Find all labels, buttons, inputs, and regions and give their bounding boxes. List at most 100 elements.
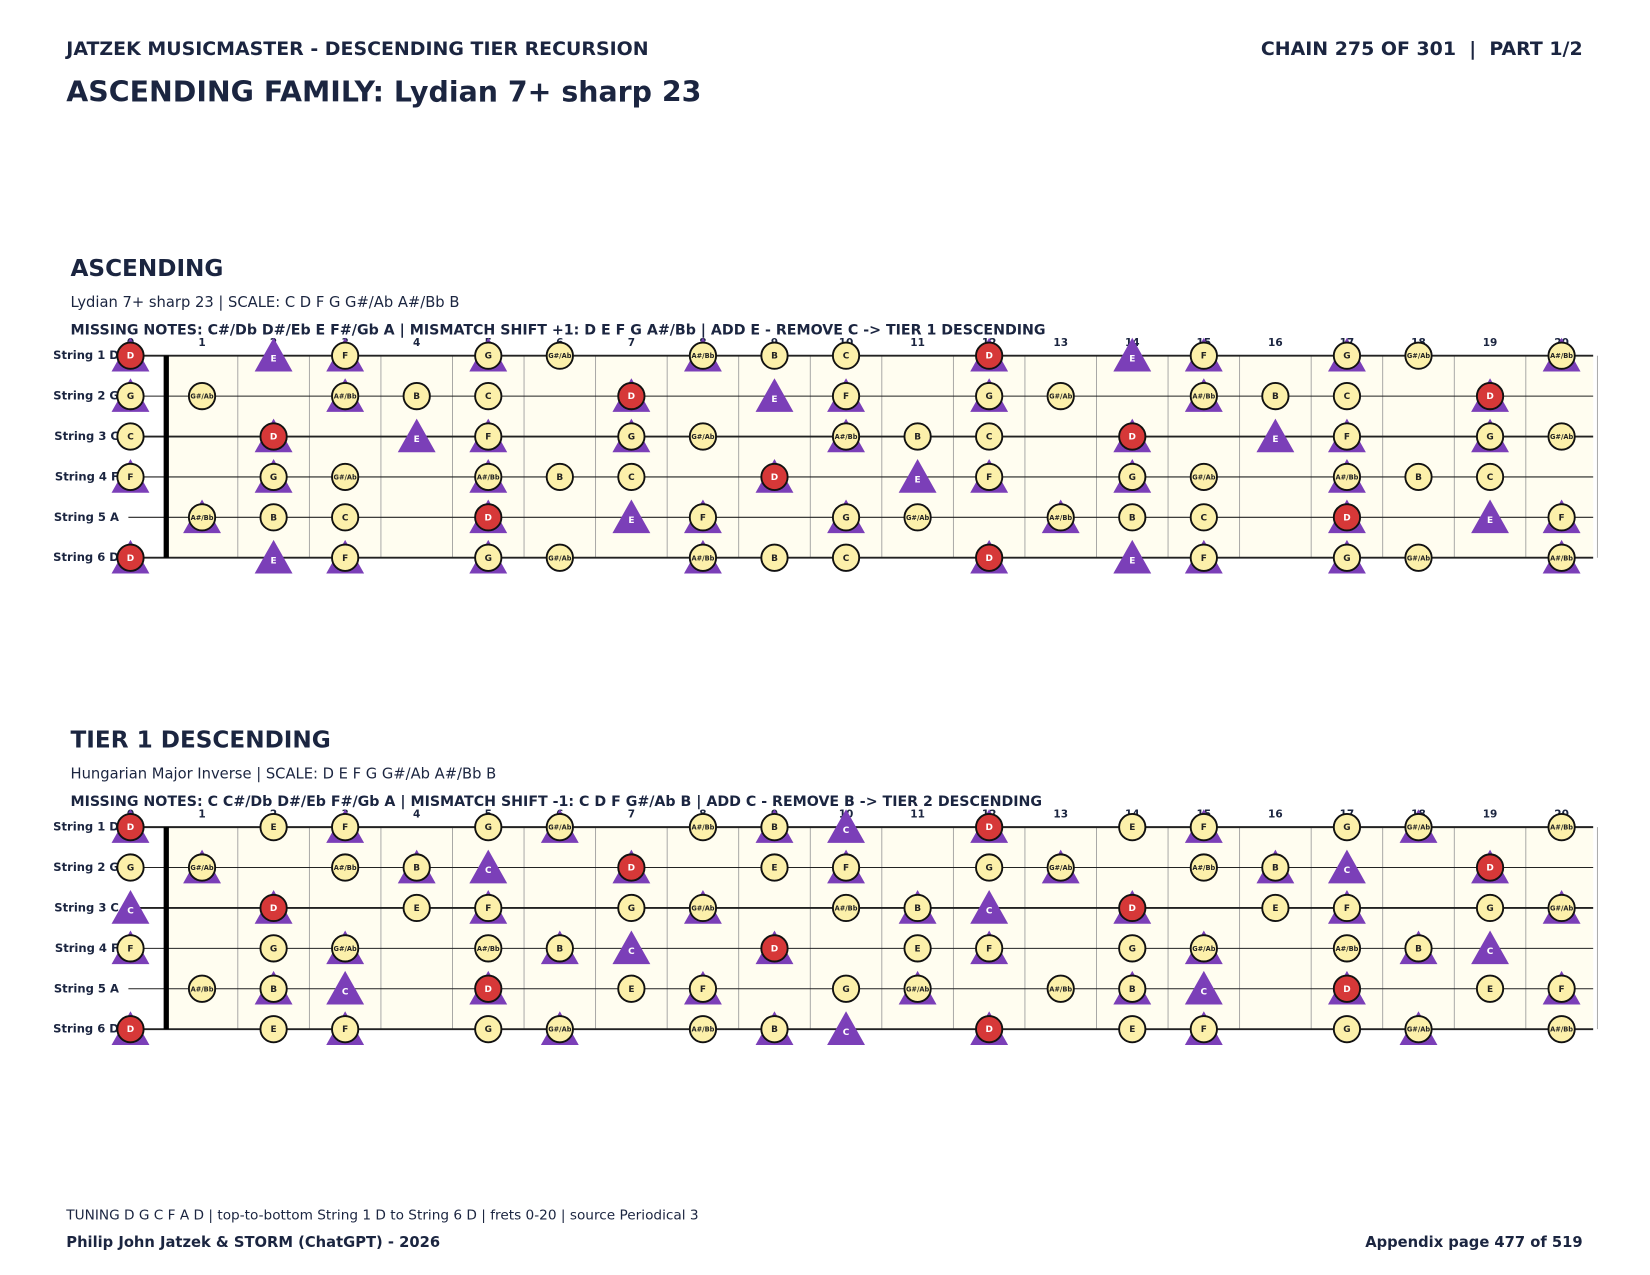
triangle-marker	[326, 970, 365, 1005]
note-label: G#/Ab	[1049, 393, 1072, 401]
page-number: Appendix page 477 of 519	[1365, 1234, 1582, 1251]
note-label: G	[270, 473, 277, 483]
note-label: F	[342, 1025, 348, 1035]
note-label: E	[271, 1025, 277, 1035]
note-label: D	[1129, 433, 1136, 443]
note-marker	[1404, 341, 1433, 370]
note-marker	[402, 853, 431, 882]
note-marker	[1547, 893, 1576, 923]
note-marker	[1404, 934, 1433, 963]
note-marker	[259, 934, 288, 963]
note-label: A#/Bb	[1550, 352, 1573, 360]
note-label: G#/Ab	[548, 554, 571, 562]
note-label: G	[1343, 554, 1350, 564]
triangle-marker	[612, 499, 651, 534]
note-label: D	[127, 352, 134, 362]
note-label: F	[1201, 1025, 1207, 1035]
note-label: G#/Ab	[1550, 904, 1573, 912]
note-label: D	[985, 554, 992, 564]
fret-number: 7	[628, 808, 635, 820]
fretboard	[166, 355, 1594, 558]
triangle-marker	[1327, 849, 1366, 884]
note-marker	[259, 1015, 288, 1044]
note-label: C	[485, 866, 492, 876]
note-marker	[1046, 974, 1075, 1003]
note-label: E	[1272, 435, 1278, 445]
note-label: E	[771, 864, 777, 874]
note-label: F	[1559, 513, 1565, 523]
note-marker	[1261, 382, 1290, 411]
triangle-marker	[612, 930, 651, 965]
note-label: C	[1201, 513, 1208, 523]
note-marker	[259, 813, 288, 842]
note-marker	[1547, 422, 1576, 451]
note-label: G#/Ab	[334, 473, 357, 481]
string-label: String 3 C	[54, 429, 119, 443]
note-label: C	[485, 392, 492, 402]
note-marker	[617, 893, 646, 923]
fret-number: 13	[1053, 808, 1068, 820]
note-marker	[688, 893, 718, 923]
fretboard	[166, 827, 1594, 1030]
note-label: G	[842, 985, 849, 995]
note-label: C	[1487, 473, 1494, 483]
note-label: G#/Ab	[1049, 864, 1072, 872]
string-label: String 2 G	[53, 389, 119, 403]
section-subtitle: Hungarian Major Inverse | SCALE: D E F G…	[71, 766, 497, 783]
note-label: G#/Ab	[190, 393, 213, 401]
fret-number: 1	[198, 337, 205, 349]
note-label: G#/Ab	[906, 514, 929, 522]
note-marker	[1547, 1015, 1576, 1044]
note-label: B	[556, 944, 563, 954]
note-marker	[545, 1015, 574, 1044]
note-marker	[1475, 422, 1505, 451]
note-label: A#/Bb	[477, 945, 500, 953]
note-marker	[474, 1015, 503, 1044]
triangle-marker	[469, 849, 508, 884]
fret-number: 4	[413, 808, 420, 820]
triangle-marker	[755, 378, 794, 412]
root-marker	[975, 341, 1004, 370]
note-marker	[688, 543, 718, 572]
fret-number: 7	[628, 337, 635, 349]
note-marker	[617, 974, 646, 1003]
note-marker	[474, 543, 503, 572]
note-marker	[1189, 853, 1218, 882]
note-label: A#/Bb	[692, 824, 715, 832]
note-label: E	[628, 516, 634, 526]
note-marker	[688, 341, 718, 370]
note-marker	[1547, 341, 1576, 370]
note-marker	[1332, 422, 1362, 451]
root-marker	[617, 853, 646, 882]
root-marker	[116, 1015, 145, 1044]
triangle-marker	[1113, 337, 1152, 372]
note-marker	[1118, 974, 1147, 1003]
note-label: D	[485, 985, 492, 995]
note-marker	[831, 853, 861, 882]
note-label: G	[1343, 352, 1350, 362]
note-label: E	[271, 823, 277, 833]
note-label: C	[1344, 866, 1351, 876]
note-label: A#/Bb	[1550, 1026, 1573, 1034]
note-marker	[1547, 543, 1576, 572]
note-label: E	[628, 985, 634, 995]
note-marker	[1118, 1015, 1147, 1044]
note-label: G	[485, 352, 492, 362]
note-marker	[760, 853, 789, 882]
note-marker	[688, 1015, 718, 1044]
note-label: B	[771, 823, 778, 833]
note-label: E	[271, 354, 277, 364]
note-label: A#/Bb	[1550, 554, 1573, 562]
note-label: D	[127, 554, 134, 564]
note-marker	[1332, 813, 1362, 842]
note-label: C	[1201, 987, 1208, 997]
note-marker	[259, 462, 288, 492]
note-marker	[1547, 813, 1576, 842]
note-label: A#/Bb	[1049, 985, 1072, 993]
note-label: G	[127, 392, 134, 402]
note-label: A#/Bb	[191, 514, 214, 522]
note-label: F	[986, 944, 992, 954]
note-label: G#/Ab	[906, 985, 929, 993]
note-label: F	[1344, 433, 1350, 443]
fret-number: 19	[1483, 808, 1498, 820]
